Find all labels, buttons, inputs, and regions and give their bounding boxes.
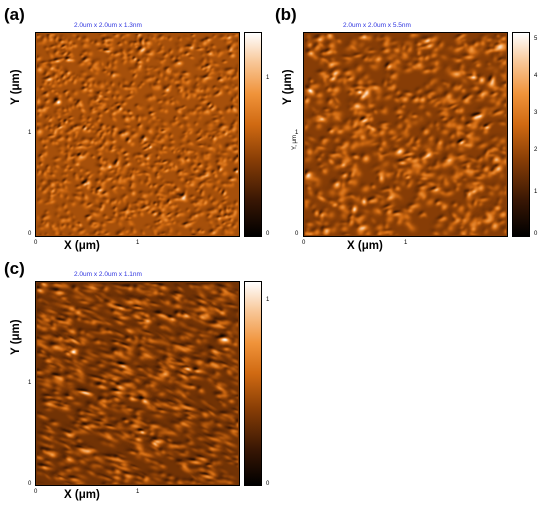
colorbar-a (244, 32, 262, 237)
colorbar-tick-b-5: 5 (534, 36, 538, 42)
y-tick-b-1: 1 (295, 130, 299, 136)
y-axis-label-small-b: Y, μm (292, 134, 298, 150)
colorbar-b (512, 32, 530, 237)
colorbar-tick-c-1: 1 (266, 297, 270, 303)
y-tick-a-0: 0 (28, 231, 32, 237)
colorbar-tick-b-0: 0 (534, 231, 538, 237)
x-tick-a-0: 0 (34, 240, 38, 246)
afm-image-a (35, 32, 240, 237)
x-axis-label-a: X (μm) (64, 240, 100, 252)
colorbar-tick-b-3: 3 (534, 110, 538, 116)
panel-label-c: (c) (4, 259, 25, 278)
y-axis-label-b: Y (μm) (282, 69, 294, 105)
x-tick-b-0: 0 (302, 240, 306, 246)
colorbar-c (244, 281, 262, 486)
y-tick-c-1: 1 (28, 380, 32, 386)
x-tick-a-1: 1 (136, 240, 140, 246)
y-tick-a-1: 1 (28, 130, 32, 136)
y-tick-b-0: 0 (295, 231, 299, 237)
afm-image-b (303, 32, 508, 237)
scan-title-b: 2.0um x 2.0um x 5.5nm (343, 22, 411, 29)
x-tick-b-1: 1 (404, 240, 408, 246)
afm-canvas-b (304, 33, 507, 236)
colorbar-tick-b-2: 2 (534, 147, 538, 153)
colorbar-tick-c-0: 0 (266, 481, 270, 487)
colorbar-tick-b-4: 4 (534, 73, 538, 79)
panel-label-a: (a) (4, 5, 25, 24)
afm-image-c (35, 281, 240, 486)
scan-title-a: 2.0um x 2.0um x 1.3nm (74, 22, 142, 29)
x-axis-label-b: X (μm) (347, 240, 383, 252)
x-tick-c-1: 1 (136, 489, 140, 495)
x-axis-label-c: X (μm) (64, 489, 100, 501)
y-tick-c-0: 0 (28, 481, 32, 487)
y-axis-label-a: Y (μm) (10, 69, 22, 105)
x-tick-c-0: 0 (34, 489, 38, 495)
afm-canvas-c (36, 282, 239, 485)
scan-title-c: 2.0um x 2.0um x 1.1nm (74, 271, 142, 278)
colorbar-tick-a-0: 0 (266, 231, 270, 237)
colorbar-tick-a-1: 1 (266, 75, 270, 81)
colorbar-tick-b-1: 1 (534, 189, 538, 195)
panel-label-b: (b) (275, 5, 297, 24)
y-axis-label-c: Y (μm) (10, 319, 22, 355)
afm-canvas-a (36, 33, 239, 236)
